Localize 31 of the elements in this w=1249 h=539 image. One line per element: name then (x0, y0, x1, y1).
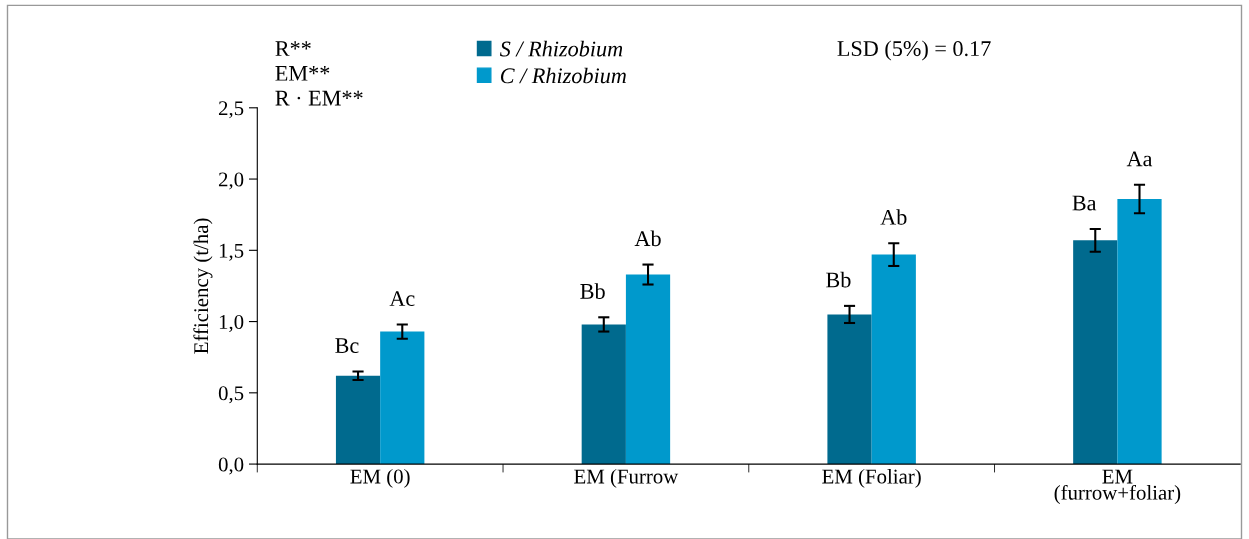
annotation: Ab (634, 230, 661, 247)
bar (581, 324, 626, 465)
bar (625, 274, 671, 465)
text: LSD (5%) = 0.17 (837, 40, 991, 61)
legend-label: S / Rhizobium (499, 40, 623, 57)
annotation: Aa (1126, 151, 1153, 167)
x-tick-label: EM (0) (350, 468, 410, 488)
annotation: Bb (580, 283, 605, 299)
y-axis-title: Efficiency (t/ha) (193, 218, 213, 354)
annotation: Ab (880, 209, 907, 225)
x-tick-label: EM (Furrow (574, 468, 679, 488)
bar (871, 254, 916, 465)
bar (1117, 199, 1162, 465)
text: R** EM** R · EM** (275, 41, 363, 106)
bar (827, 314, 872, 465)
y-tick-label: 2,5 (218, 101, 244, 119)
bar (380, 331, 425, 465)
bar (1073, 240, 1118, 465)
y-tick-label: 1,0 (219, 314, 244, 332)
annotation: Bc (335, 338, 359, 354)
bar (335, 375, 381, 465)
y-tick-label: 0,5 (218, 386, 244, 404)
annotation: Ba (1072, 195, 1097, 211)
x-tick-label: EM (furrow+foliar) (1054, 469, 1181, 504)
annotation: Ac (389, 291, 415, 307)
x-tick-label: EM (Foliar) (822, 468, 921, 488)
y-tick-label: 0,0 (218, 457, 244, 475)
y-tick-label: 1,5 (219, 243, 244, 261)
y-tick-label: 2,0 (218, 172, 244, 190)
annotation: Bb (826, 271, 851, 288)
legend-label: C / Rhizobium (500, 67, 626, 84)
